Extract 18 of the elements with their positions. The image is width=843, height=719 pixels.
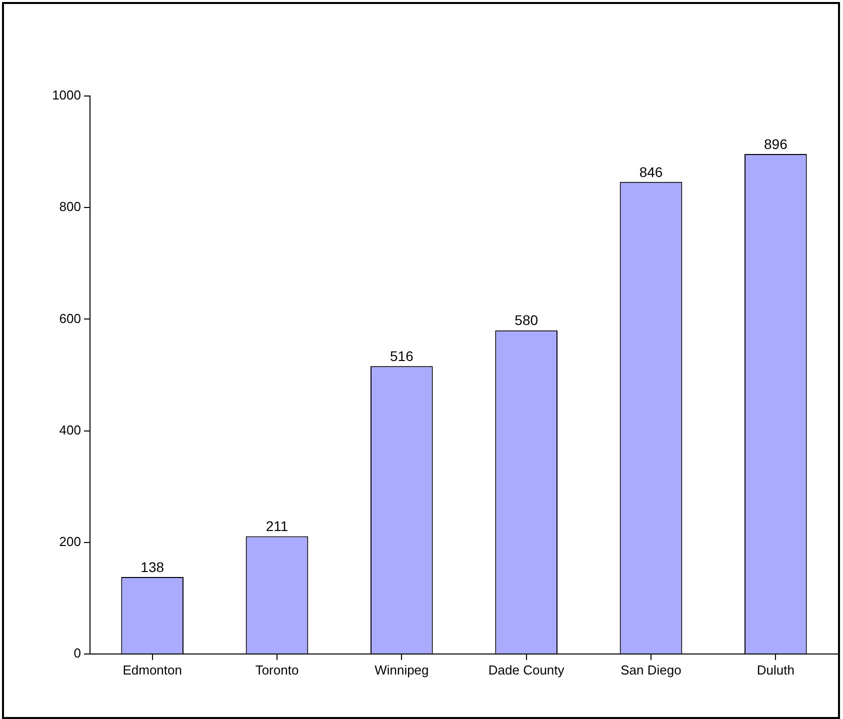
x-tick-label: Edmonton (122, 662, 182, 678)
data-label: 138 (140, 558, 164, 575)
x-tick-label: Dade County (488, 662, 565, 678)
data-label: 211 (266, 518, 288, 534)
data-label: 846 (639, 164, 663, 180)
y-tick-label: 800 (59, 199, 81, 214)
data-label: 516 (390, 348, 414, 364)
y-tick-label: 400 (59, 422, 81, 438)
x-tick-label: Winnipeg (374, 662, 429, 678)
x-tick-label: San Diego (620, 662, 682, 678)
data-label: 580 (514, 312, 538, 328)
data-label: 896 (764, 136, 788, 152)
y-tick-label: 0 (74, 646, 81, 661)
y-tick-label: 1000 (52, 88, 81, 103)
y-tick-label: 200 (59, 534, 81, 549)
x-tick-label: Toronto (255, 662, 299, 678)
x-tick-label: Duluth (756, 662, 794, 678)
y-tick-label: 600 (59, 310, 81, 326)
